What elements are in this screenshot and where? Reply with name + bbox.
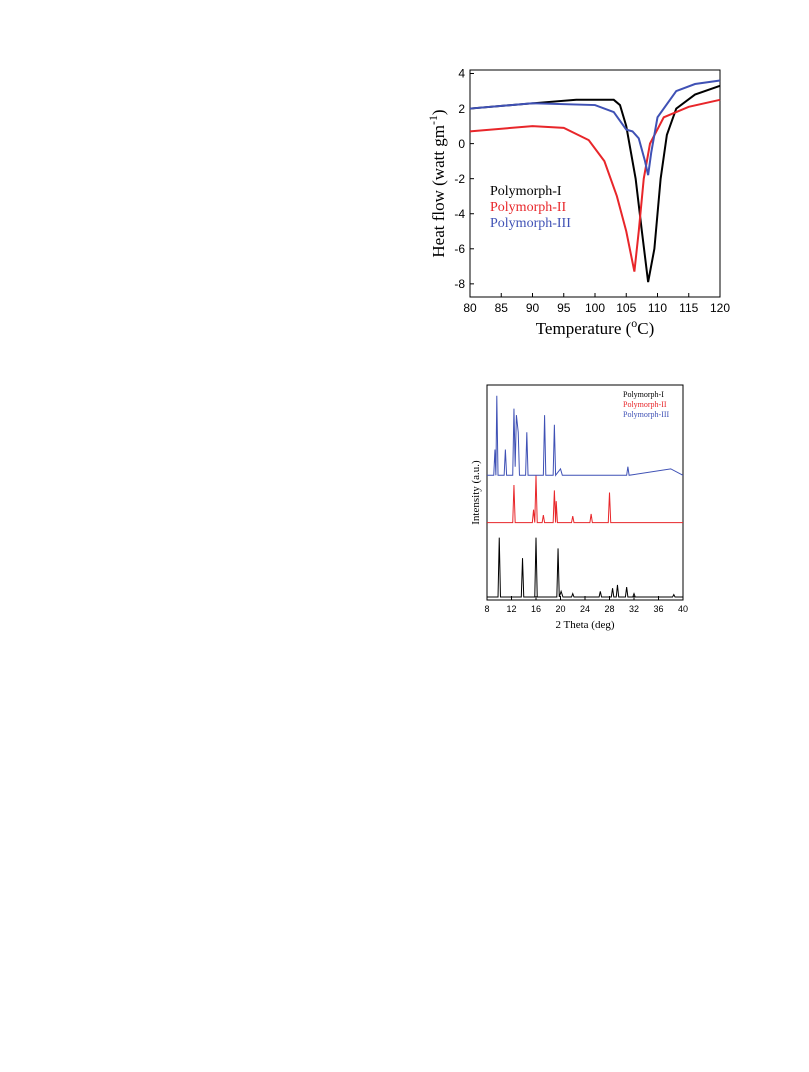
data-line bbox=[487, 475, 683, 524]
y-axis-label: Intensity (a.u.) bbox=[470, 460, 482, 525]
legend-entry: Polymorph-II bbox=[623, 400, 667, 409]
x-tick-label: 32 bbox=[629, 604, 639, 614]
legend-entry: Polymorph-I bbox=[490, 184, 562, 199]
chart: 80 85 90 95 100 105 110 115 120 4 2 0 -2 -4 -6 -8 Temper… bbox=[426, 67, 730, 338]
x-tick-label: 12 bbox=[506, 604, 516, 614]
y-tick-label: 2 bbox=[458, 102, 465, 116]
x-tick-label: 100 bbox=[585, 301, 605, 315]
x-tick-label: 120 bbox=[710, 301, 730, 315]
x-tick-label: 105 bbox=[616, 301, 636, 315]
x-tick-label: 16 bbox=[531, 604, 541, 614]
y-tick-label: -4 bbox=[454, 207, 465, 221]
label-part: Temperature ( bbox=[536, 319, 632, 338]
data-line bbox=[487, 395, 684, 477]
label-part: o bbox=[631, 316, 637, 330]
legend-entry: Polymorph-III bbox=[623, 410, 670, 419]
x-tick-label: 110 bbox=[648, 301, 667, 315]
x-tick-label: 40 bbox=[678, 604, 688, 614]
legend-entry: Polymorph-I bbox=[623, 390, 664, 399]
x-axis-label: Temperature (oC) bbox=[536, 316, 655, 338]
x-tick-label: 8 bbox=[484, 604, 489, 614]
y-tick-label: -6 bbox=[454, 242, 465, 256]
x-tick-label: 24 bbox=[580, 604, 590, 614]
x-tick-label: 80 bbox=[463, 301, 477, 315]
x-tick-label: 90 bbox=[526, 301, 540, 315]
y-tick-label: -2 bbox=[454, 172, 465, 186]
y-tick-label: -8 bbox=[454, 277, 465, 291]
x-axis-label: 2 Theta (deg) bbox=[555, 619, 614, 631]
label-part: Heat flow (watt gm bbox=[429, 125, 448, 258]
legend-entry: Polymorph-III bbox=[490, 216, 571, 231]
x-tick-label: 85 bbox=[495, 301, 509, 315]
x-tick-label: 115 bbox=[679, 301, 698, 315]
x-tick-label: 20 bbox=[555, 604, 565, 614]
data-line bbox=[487, 537, 683, 598]
label-part: ) bbox=[429, 109, 448, 115]
data-line bbox=[469, 84, 721, 283]
chart: 8 12 16 20 24 28 32 36 40 2 Theta (deg) Intensity … bbox=[470, 384, 688, 631]
x-tick-label: 36 bbox=[653, 604, 663, 614]
y-tick-label: 4 bbox=[458, 67, 465, 81]
x-tick-label: 28 bbox=[604, 604, 614, 614]
label-part: C) bbox=[637, 319, 654, 338]
y-tick-label: 0 bbox=[458, 137, 465, 151]
data-line bbox=[469, 98, 721, 272]
y-axis-label: Heat flow (watt gm-1) bbox=[426, 109, 448, 257]
data-line bbox=[469, 79, 721, 176]
legend-entry: Polymorph-II bbox=[490, 200, 567, 215]
x-tick-label: 95 bbox=[557, 301, 571, 315]
label-part: -1 bbox=[426, 115, 440, 125]
